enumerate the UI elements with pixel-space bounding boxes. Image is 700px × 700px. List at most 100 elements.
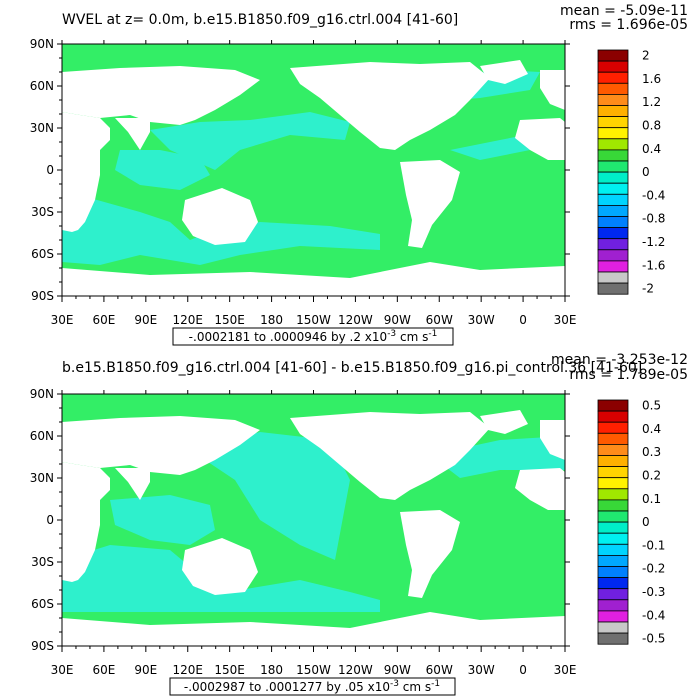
colorbar-swatch bbox=[597, 249, 629, 262]
x-tick-label: 30W bbox=[468, 313, 495, 327]
panel-2-range-box bbox=[169, 677, 456, 696]
panel-2-land-india bbox=[115, 468, 150, 500]
panel-1-land-north-america bbox=[290, 62, 490, 150]
colorbar-swatch bbox=[597, 49, 629, 62]
y-tick-label: 60S bbox=[31, 597, 54, 611]
colorbar-swatch bbox=[597, 116, 629, 129]
colorbar-label: -0.4 bbox=[642, 608, 665, 622]
panel-1-land-south-america bbox=[400, 160, 460, 248]
panel-1-range-box bbox=[172, 327, 454, 346]
colorbar-swatch bbox=[597, 521, 629, 534]
colorbar-label: -0.5 bbox=[642, 632, 665, 646]
x-tick-label: 60E bbox=[92, 663, 115, 677]
panel-1-land-eurasia bbox=[62, 66, 565, 125]
colorbar-swatch bbox=[597, 82, 629, 95]
colorbar-label: 0.8 bbox=[642, 118, 661, 132]
panel-2: b.e15.B1850.f09_g16.ctrl.004 [41-60] - b… bbox=[30, 352, 688, 696]
colorbar-label: -1.6 bbox=[642, 258, 665, 272]
x-tick-label: 30E bbox=[51, 663, 74, 677]
y-tick-label: 30N bbox=[30, 121, 54, 135]
x-tick-label: 150W bbox=[296, 663, 331, 677]
panel-1-map bbox=[62, 44, 565, 296]
colorbar-label: 2 bbox=[642, 49, 650, 63]
x-tick-label: 90W bbox=[384, 663, 411, 677]
colorbar-swatch bbox=[597, 399, 629, 412]
x-tick-label: 90E bbox=[134, 663, 157, 677]
panel-1-title: WVEL at z= 0.0m, b.e15.B1850.f09_g16.ctr… bbox=[62, 12, 458, 28]
colorbar-swatch bbox=[597, 238, 629, 251]
panel-2-range-text: -.0002987 to .0001277 by .05 x10-3 cm s-… bbox=[184, 679, 440, 694]
colorbar-label: 1.6 bbox=[642, 72, 661, 86]
colorbar-swatch bbox=[597, 488, 629, 501]
y-tick-label: 60N bbox=[30, 79, 54, 93]
colorbar-swatch bbox=[597, 410, 629, 423]
panel-2-yticks: 90N 60N 30N 0 30S 60S 90S bbox=[30, 387, 570, 653]
colorbar-swatch bbox=[597, 588, 629, 601]
panel-2-land-south-america bbox=[400, 510, 460, 598]
y-tick-label: 90N bbox=[30, 387, 54, 401]
x-tick-label: 90E bbox=[134, 313, 157, 327]
colorbar-label: -2 bbox=[642, 282, 654, 296]
colorbar-swatch bbox=[597, 421, 629, 434]
panel-2-cyan-indian bbox=[62, 545, 380, 612]
x-tick-label: 120W bbox=[338, 313, 373, 327]
panel-2-land-antarctica bbox=[62, 612, 565, 646]
colorbar-swatch bbox=[597, 432, 629, 445]
x-tick-label: 150E bbox=[214, 313, 245, 327]
panel-1: WVEL at z= 0.0m, b.e15.B1850.f09_g16.ctr… bbox=[30, 3, 688, 346]
panel-2-land-greenland bbox=[480, 410, 528, 434]
y-tick-label: 30S bbox=[31, 555, 54, 569]
colorbar-label: 0.4 bbox=[642, 422, 661, 436]
colorbar-label: 0 bbox=[642, 165, 650, 179]
colorbar-swatch bbox=[597, 149, 629, 162]
colorbar-label: 0.4 bbox=[642, 142, 661, 156]
colorbar-swatch bbox=[597, 182, 629, 195]
panel-1-land-antarctica bbox=[62, 262, 565, 296]
y-tick-label: 30N bbox=[30, 471, 54, 485]
colorbar-swatch bbox=[597, 282, 629, 295]
y-tick-label: 90N bbox=[30, 37, 54, 51]
panel-2-rms: rms = 1.789e-05 bbox=[569, 367, 688, 383]
y-tick-label: 90S bbox=[31, 289, 54, 303]
y-tick-label: 0 bbox=[46, 163, 54, 177]
colorbar-swatch bbox=[597, 138, 629, 151]
x-tick-label: 60W bbox=[426, 313, 453, 327]
colorbar-swatch bbox=[597, 610, 629, 623]
panel-2-cyan-seasia bbox=[110, 495, 215, 545]
colorbar-label: -0.8 bbox=[642, 212, 665, 226]
panel-1-cyan-pacific bbox=[150, 112, 350, 170]
colorbar-label: 0 bbox=[642, 515, 650, 529]
colorbar-swatch bbox=[597, 466, 629, 479]
x-tick-label: 90W bbox=[384, 313, 411, 327]
colorbar-swatch bbox=[597, 60, 629, 73]
colorbar-label: 0.1 bbox=[642, 492, 661, 506]
panel-2-map bbox=[62, 394, 565, 646]
panel-1-cyan-seasia bbox=[115, 150, 210, 190]
colorbar-swatch bbox=[597, 455, 629, 468]
panel-1-land-india bbox=[115, 118, 150, 150]
panel-2-xticks: 30E 60E 90E 120E 150E 180 150W 120W 90W 60W 30W 0 30… bbox=[51, 390, 576, 677]
colorbar-swatch bbox=[597, 71, 629, 84]
colorbar-label: -0.3 bbox=[642, 585, 665, 599]
colorbar-label: 0.2 bbox=[642, 468, 661, 482]
colorbar-swatch bbox=[597, 160, 629, 173]
colorbar-swatch bbox=[597, 532, 629, 545]
y-tick-label: 0 bbox=[46, 513, 54, 527]
x-tick-label: 150E bbox=[214, 663, 245, 677]
y-tick-label: 30S bbox=[31, 205, 54, 219]
x-tick-label: 120E bbox=[173, 313, 204, 327]
colorbar-label: -0.1 bbox=[642, 538, 665, 552]
colorbar-label: 1.2 bbox=[642, 95, 661, 109]
colorbar-swatch bbox=[597, 171, 629, 184]
x-tick-label: 60E bbox=[92, 313, 115, 327]
panel-2-land-north-america bbox=[290, 412, 490, 500]
x-tick-label: 150W bbox=[296, 313, 331, 327]
colorbar-swatch bbox=[597, 94, 629, 106]
panel-2-colorbar: 0.5 0.4 0.3 0.2 0.1 0 -0.1 -0.2 -0.3 -0.4 -0.5 bbox=[597, 399, 665, 646]
colorbar-swatch bbox=[597, 621, 629, 634]
y-tick-label: 60S bbox=[31, 247, 54, 261]
y-tick-label: 90S bbox=[31, 639, 54, 653]
colorbar-swatch bbox=[597, 632, 629, 645]
colorbar-swatch bbox=[597, 227, 629, 240]
x-tick-label: 30W bbox=[468, 663, 495, 677]
